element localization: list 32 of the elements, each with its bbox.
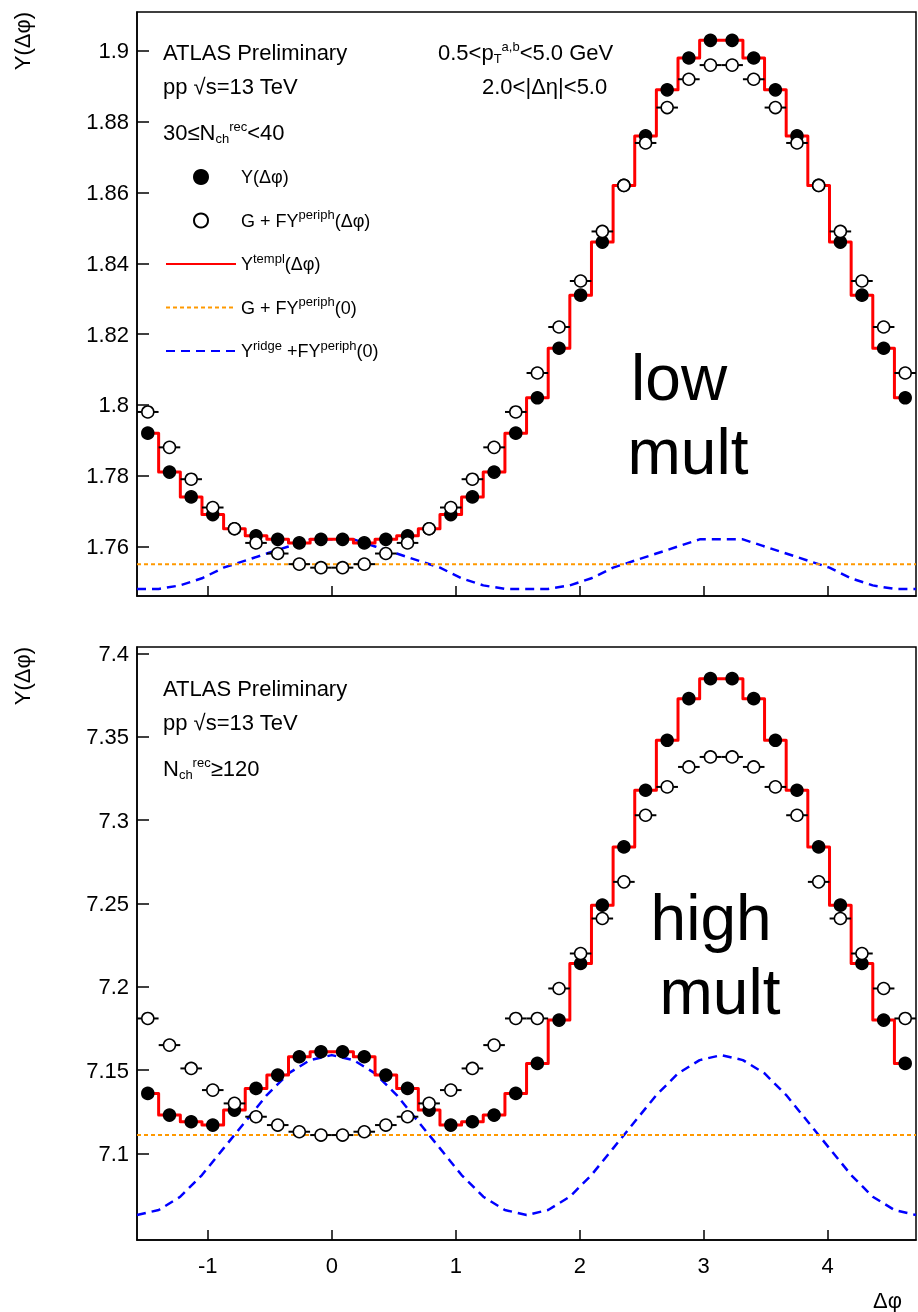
- legend-label: Y(Δφ): [241, 167, 289, 187]
- y-tick-label: 1.76: [86, 533, 129, 559]
- annotation: ATLAS Preliminary: [163, 39, 348, 65]
- annotation: pp √s=13 TeV: [163, 709, 298, 735]
- y-tick-label: 1.88: [86, 109, 129, 135]
- x-tick-label: 4: [821, 1252, 834, 1278]
- x-tick-label: 2: [573, 1252, 586, 1278]
- y-axis-title: Y(Δφ): [9, 12, 35, 71]
- x-axis-title: Δφ: [873, 1287, 902, 1312]
- y-tick-label: 1.8: [98, 392, 129, 418]
- annotation: low mult: [627, 342, 749, 488]
- y-axis-title: Y(Δφ): [9, 647, 35, 706]
- annotation: 2.0<|Δη|<5.0: [482, 73, 608, 99]
- x-tick-label: -1: [198, 1252, 218, 1278]
- y-tick-label: 7.2: [98, 974, 129, 1000]
- y-tick-label: 7.1: [98, 1140, 129, 1166]
- y-tick-label: 7.4: [98, 641, 129, 667]
- y-tick-label: 1.78: [86, 463, 129, 489]
- annotation: ATLAS Preliminary: [163, 675, 348, 701]
- y-tick-label: 1.84: [86, 250, 129, 276]
- x-tick-label: 3: [697, 1252, 710, 1278]
- y-tick-label: 7.25: [86, 891, 129, 917]
- annotation: pp √s=13 TeV: [163, 73, 298, 99]
- y-tick-label: 1.86: [86, 180, 129, 206]
- x-tick-label: 1: [449, 1252, 462, 1278]
- annotation: high mult: [650, 882, 790, 1028]
- y-tick-label: 7.35: [86, 724, 129, 750]
- y-tick-label: 7.15: [86, 1057, 129, 1083]
- y-tick-label: 1.82: [86, 321, 129, 347]
- y-tick-label: 1.9: [98, 38, 129, 64]
- x-tick-label: 0: [325, 1252, 338, 1278]
- y-tick-label: 7.3: [98, 807, 129, 833]
